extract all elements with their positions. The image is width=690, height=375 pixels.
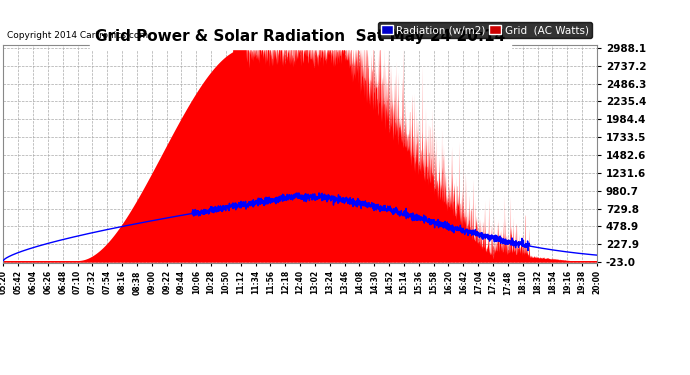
Legend: Radiation (w/m2), Grid  (AC Watts): Radiation (w/m2), Grid (AC Watts) <box>377 22 591 38</box>
Text: Copyright 2014 Cartronics.com: Copyright 2014 Cartronics.com <box>7 30 148 39</box>
Title: Grid Power & Solar Radiation  Sat May 24 20:14: Grid Power & Solar Radiation Sat May 24 … <box>95 29 505 44</box>
